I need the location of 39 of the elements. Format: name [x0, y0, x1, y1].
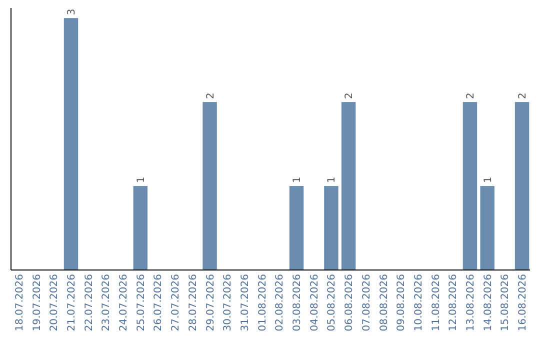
data-label: 2: [465, 92, 476, 100]
x-tick-label: 25.07.2026: [136, 274, 147, 332]
x-tick-label: 13.08.2026: [465, 274, 476, 332]
x-tick-label: 01.08.2026: [257, 274, 268, 332]
x-tick-label: 08.08.2026: [378, 274, 390, 332]
x-tick-label: 11.08.2026: [430, 274, 442, 332]
x-tick-label: 12.08.2026: [448, 274, 460, 332]
x-tick-label: 22.07.2026: [84, 274, 95, 332]
data-label: 1: [482, 176, 494, 184]
x-tick-label: 27.07.2026: [170, 274, 182, 332]
x-tick-label: 10.08.2026: [413, 274, 424, 332]
x-tick-label: 07.08.2026: [361, 274, 372, 332]
x-tick-label: 23.07.2026: [101, 274, 112, 332]
x-tick-label: 03.08.2026: [292, 274, 304, 332]
x-tick-label: 19.07.2026: [32, 274, 43, 332]
x-tick-label: 06.08.2026: [344, 274, 356, 332]
x-tick-label: 28.07.2026: [188, 274, 199, 332]
x-tick-label: 26.07.2026: [153, 274, 164, 332]
data-label: 1: [136, 176, 147, 184]
data-label: 1: [326, 176, 338, 184]
data-label: 1: [292, 176, 304, 184]
x-tick-label: 05.08.2026: [326, 274, 338, 332]
data-label: 3: [66, 8, 78, 16]
x-tick-label: 15.08.2026: [500, 274, 512, 332]
x-tick-label: 21.07.2026: [66, 274, 78, 332]
data-label: 2: [518, 92, 529, 100]
data-label: 2: [205, 92, 216, 100]
x-tick-label: 31.07.2026: [240, 274, 251, 332]
x-tick-label: 04.08.2026: [309, 274, 320, 332]
x-tick-label: 16.08.2026: [518, 274, 529, 332]
x-tick-label: 02.08.2026: [274, 274, 286, 332]
x-tick-label: 14.08.2026: [482, 274, 494, 332]
x-tick-label: 30.07.2026: [222, 274, 234, 332]
x-tick-label: 18.07.2026: [14, 274, 26, 332]
x-tick-label: 24.07.2026: [118, 274, 130, 332]
data-label: 2: [344, 92, 356, 100]
x-tick-label: 09.08.2026: [396, 274, 408, 332]
x-tick-label: 20.07.2026: [49, 274, 60, 332]
x-tick-label: 29.07.2026: [205, 274, 216, 332]
